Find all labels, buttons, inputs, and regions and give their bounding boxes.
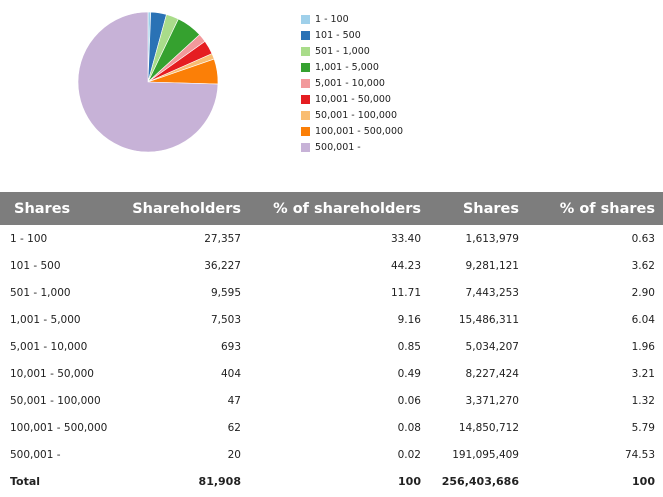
cell-shareholders: 20 bbox=[227, 448, 241, 461]
legend-item: 1,001 - 5,000 bbox=[301, 59, 403, 75]
table-row: 100,001 - 500,000 62 0.08 14,850,712 5.7… bbox=[0, 414, 663, 441]
cell-pct-shares: 0.63 bbox=[631, 232, 655, 245]
chart-legend: 1 - 100 101 - 500 501 - 1,000 1,001 - 5,… bbox=[301, 11, 403, 155]
cell-range: 5,001 - 10,000 bbox=[10, 340, 88, 353]
table-row: 10,001 - 50,000 404 0.49 8,227,424 3.21 bbox=[0, 360, 663, 387]
total-pct-shareholders: 100 bbox=[398, 475, 421, 488]
legend-swatch bbox=[301, 78, 310, 88]
cell-range: 10,001 - 50,000 bbox=[10, 367, 94, 380]
column-header-shareholders: Shareholders bbox=[119, 192, 249, 225]
cell-pct-shareholders: 9.16 bbox=[397, 313, 421, 326]
cell-pct-shareholders: 44.23 bbox=[390, 259, 421, 272]
cell-pct-shareholders: 0.02 bbox=[397, 448, 421, 461]
cell-shareholders: 9,595 bbox=[210, 286, 241, 299]
shareholder-distribution-table: Shares Shareholders % of shareholders Sh… bbox=[0, 192, 663, 495]
cell-shares: 9,281,121 bbox=[465, 259, 519, 272]
pie-chart-svg bbox=[77, 11, 219, 153]
cell-range: 1,001 - 5,000 bbox=[10, 313, 81, 326]
legend-swatch bbox=[301, 142, 310, 152]
legend-swatch bbox=[301, 30, 310, 40]
cell-range: 500,001 - bbox=[10, 448, 61, 461]
table-row: 1,001 - 5,000 7,503 9.16 15,486,311 6.04 bbox=[0, 306, 663, 333]
legend-swatch bbox=[301, 14, 310, 24]
column-header-shares-range: Shares bbox=[0, 192, 119, 225]
cell-pct-shareholders: 0.85 bbox=[397, 340, 421, 353]
legend-swatch bbox=[301, 126, 310, 136]
legend-label: 100,001 - 500,000 bbox=[315, 125, 404, 137]
legend-label: 101 - 500 bbox=[315, 29, 361, 41]
cell-shares: 14,850,712 bbox=[458, 421, 519, 434]
total-pct-shares: 100 bbox=[632, 475, 655, 488]
pie-chart bbox=[70, 4, 226, 160]
cell-pct-shares: 1.96 bbox=[631, 340, 655, 353]
legend-swatch bbox=[301, 110, 310, 120]
cell-shareholders: 404 bbox=[220, 367, 241, 380]
cell-shareholders: 47 bbox=[227, 394, 241, 407]
cell-pct-shares: 1.32 bbox=[631, 394, 655, 407]
cell-range: 1 - 100 bbox=[10, 232, 48, 245]
table-row: 500,001 - 20 0.02 191,095,409 74.53 bbox=[0, 441, 663, 468]
cell-range: 501 - 1,000 bbox=[10, 286, 71, 299]
column-header-pct-shareholders: % of shareholders bbox=[249, 192, 429, 225]
cell-shares: 15,486,311 bbox=[458, 313, 519, 326]
legend-item: 101 - 500 bbox=[301, 27, 403, 43]
cell-pct-shares: 6.04 bbox=[631, 313, 655, 326]
pie-slice-9 bbox=[77, 11, 219, 153]
cell-pct-shares: 2.90 bbox=[631, 286, 655, 299]
legend-item: 10,001 - 50,000 bbox=[301, 91, 403, 107]
legend-label: 1 - 100 bbox=[315, 13, 349, 25]
table-row: 1 - 100 27,357 33.40 1,613,979 0.63 bbox=[0, 225, 663, 252]
legend-item: 1 - 100 bbox=[301, 11, 403, 27]
table-row: 50,001 - 100,000 47 0.06 3,371,270 1.32 bbox=[0, 387, 663, 414]
cell-shares: 7,443,253 bbox=[465, 286, 519, 299]
table-header-row: Shares Shareholders % of shareholders Sh… bbox=[0, 192, 663, 225]
total-shareholders: 81,908 bbox=[198, 475, 241, 488]
legend-item: 501 - 1,000 bbox=[301, 43, 403, 59]
cell-range: 100,001 - 500,000 bbox=[10, 421, 108, 434]
legend-item: 50,001 - 100,000 bbox=[301, 107, 403, 123]
cell-pct-shares: 3.62 bbox=[631, 259, 655, 272]
cell-shareholders: 27,357 bbox=[204, 232, 241, 245]
total-shares: 256,403,686 bbox=[441, 475, 519, 488]
legend-label: 500,001 - bbox=[315, 141, 361, 153]
legend-label: 10,001 - 50,000 bbox=[315, 93, 391, 105]
legend-label: 50,001 - 100,000 bbox=[315, 109, 397, 121]
cell-pct-shares: 3.21 bbox=[631, 367, 655, 380]
legend-item: 500,001 - bbox=[301, 139, 403, 155]
cell-shares: 1,613,979 bbox=[465, 232, 519, 245]
legend-swatch bbox=[301, 94, 310, 104]
cell-pct-shareholders: 0.06 bbox=[397, 394, 421, 407]
table-row: 5,001 - 10,000 693 0.85 5,034,207 1.96 bbox=[0, 333, 663, 360]
legend-swatch bbox=[301, 62, 310, 72]
legend-swatch bbox=[301, 46, 310, 56]
legend-label: 501 - 1,000 bbox=[315, 45, 370, 57]
table-total-row: Total 81,908 100 256,403,686 100 bbox=[0, 468, 663, 495]
cell-range: 50,001 - 100,000 bbox=[10, 394, 101, 407]
cell-pct-shareholders: 11.71 bbox=[390, 286, 421, 299]
cell-shareholders: 693 bbox=[220, 340, 241, 353]
table-row: 101 - 500 36,227 44.23 9,281,121 3.62 bbox=[0, 252, 663, 279]
column-header-pct-shares: % of shares bbox=[527, 192, 663, 225]
total-label: Total bbox=[10, 475, 41, 488]
cell-pct-shareholders: 0.49 bbox=[397, 367, 421, 380]
cell-shares: 191,095,409 bbox=[452, 448, 519, 461]
cell-shares: 3,371,270 bbox=[465, 394, 519, 407]
cell-shareholders: 7,503 bbox=[210, 313, 241, 326]
cell-pct-shareholders: 0.08 bbox=[397, 421, 421, 434]
legend-label: 1,001 - 5,000 bbox=[315, 61, 379, 73]
cell-pct-shareholders: 33.40 bbox=[390, 232, 421, 245]
legend-item: 5,001 - 10,000 bbox=[301, 75, 403, 91]
cell-shareholders: 36,227 bbox=[204, 259, 241, 272]
cell-pct-shares: 74.53 bbox=[624, 448, 655, 461]
cell-pct-shares: 5.79 bbox=[631, 421, 655, 434]
cell-shareholders: 62 bbox=[227, 421, 241, 434]
cell-shares: 8,227,424 bbox=[465, 367, 519, 380]
legend-item: 100,001 - 500,000 bbox=[301, 123, 403, 139]
cell-range: 101 - 500 bbox=[10, 259, 61, 272]
column-header-shares: Shares bbox=[429, 192, 527, 225]
legend-label: 5,001 - 10,000 bbox=[315, 77, 385, 89]
table-row: 501 - 1,000 9,595 11.71 7,443,253 2.90 bbox=[0, 279, 663, 306]
cell-shares: 5,034,207 bbox=[465, 340, 519, 353]
